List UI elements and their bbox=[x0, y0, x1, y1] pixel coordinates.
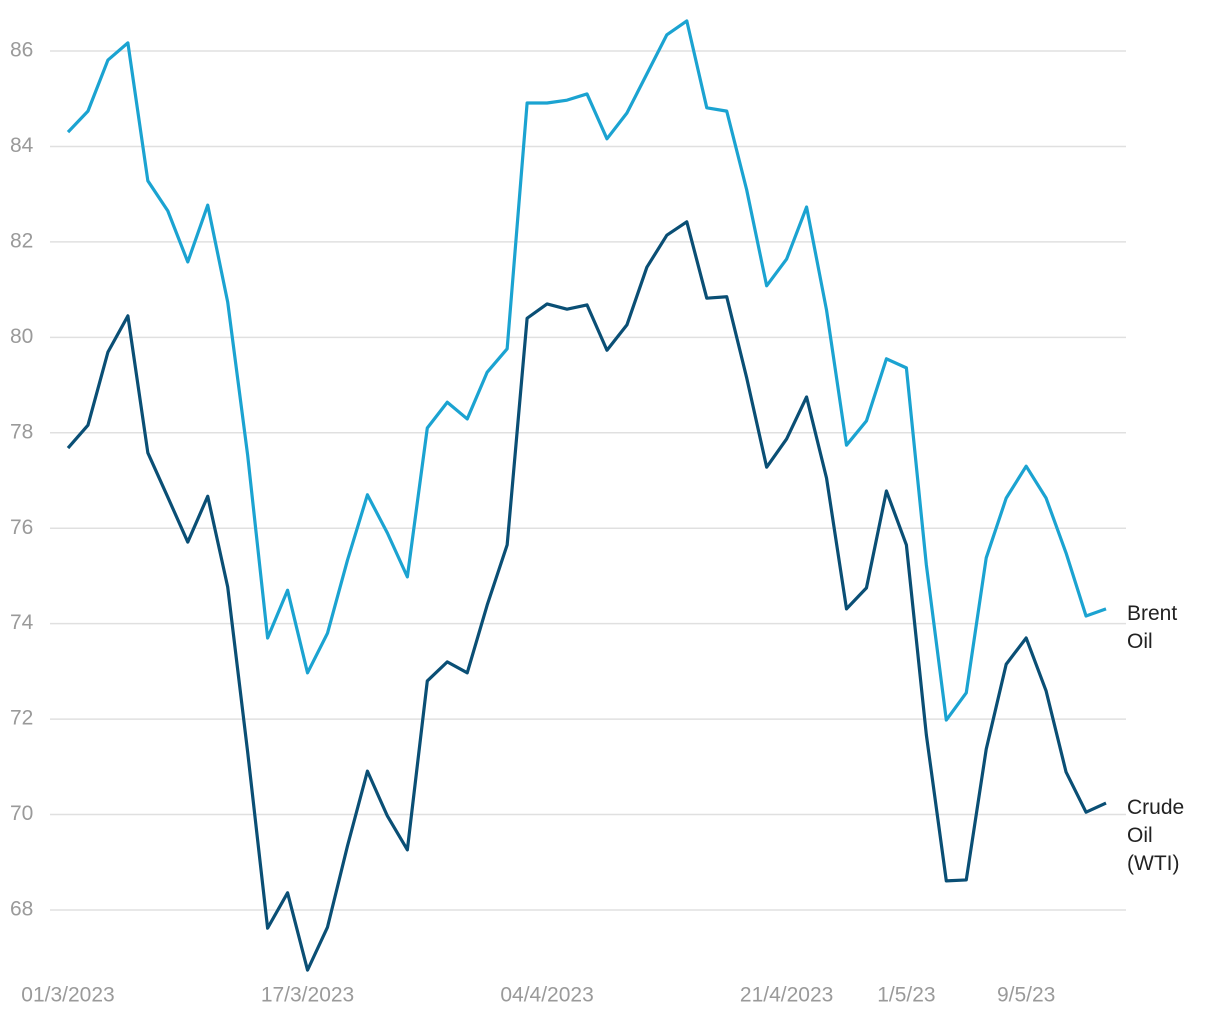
y-tick-label: 74 bbox=[10, 611, 34, 634]
y-tick-label: 80 bbox=[10, 325, 33, 348]
x-tick-label: 21/4/2023 bbox=[740, 984, 833, 1007]
y-tick-label: 78 bbox=[10, 420, 33, 443]
y-tick-label: 82 bbox=[10, 229, 33, 252]
y-tick-label: 68 bbox=[10, 898, 33, 921]
y-tick-label: 72 bbox=[10, 707, 33, 730]
y-tick-label: 76 bbox=[10, 516, 33, 539]
y-tick-label: 84 bbox=[10, 134, 34, 157]
x-tick-label: 17/3/2023 bbox=[261, 984, 354, 1007]
x-tick-label: 04/4/2023 bbox=[500, 984, 593, 1007]
y-tick-label: 86 bbox=[10, 39, 33, 62]
x-tick-label: 1/5/23 bbox=[877, 984, 935, 1007]
x-tick-label: 9/5/23 bbox=[997, 984, 1055, 1007]
series-line bbox=[66, 19, 1107, 722]
legend-label: Brent Oil bbox=[1127, 601, 1177, 652]
legend-label: Crude Oil (WTI) bbox=[1127, 796, 1184, 875]
series-line bbox=[66, 220, 1107, 972]
y-tick-label: 70 bbox=[10, 802, 33, 825]
x-tick-label: 01/3/2023 bbox=[21, 984, 114, 1007]
